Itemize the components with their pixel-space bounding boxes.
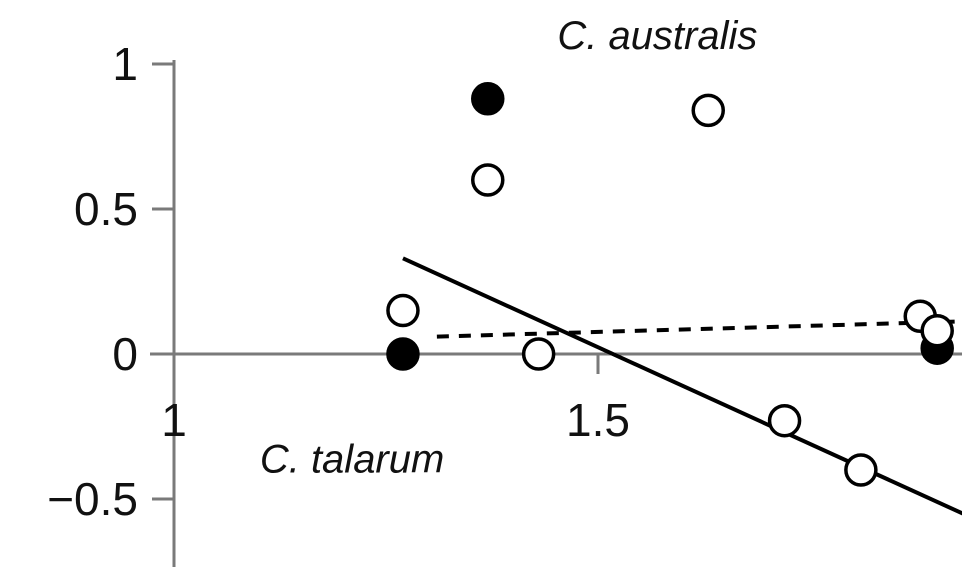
data-points [386,82,954,487]
y-tick-label: 1 [112,38,138,90]
x-tick-label: 1.5 [566,394,630,446]
axes [150,60,962,567]
open-data-point [844,453,878,487]
open-data-point [767,403,802,438]
tick-labels: 1 0.5 0 −0.5 1 1.5 [47,38,630,525]
open-data-point [521,337,556,371]
open-data-point [386,293,420,328]
open-data-point [691,93,725,128]
y-tick-label: 0 [112,328,138,380]
filled-data-point [386,337,420,371]
species-label: C. talarum [260,437,445,481]
solid-fit-line [402,256,962,516]
annotations: C. australis C. talarum [260,14,758,481]
species-label: C. australis [557,14,757,58]
open-data-point [471,163,505,197]
x-tick-label: 1 [161,394,187,446]
axis-ticks [152,62,600,501]
dotted-fit-line [436,319,962,339]
filled-data-point [471,82,505,116]
open-data-point [920,314,954,348]
fit-lines [402,256,962,516]
y-tick-label: 0.5 [74,183,138,235]
y-tick-label: −0.5 [47,473,138,525]
